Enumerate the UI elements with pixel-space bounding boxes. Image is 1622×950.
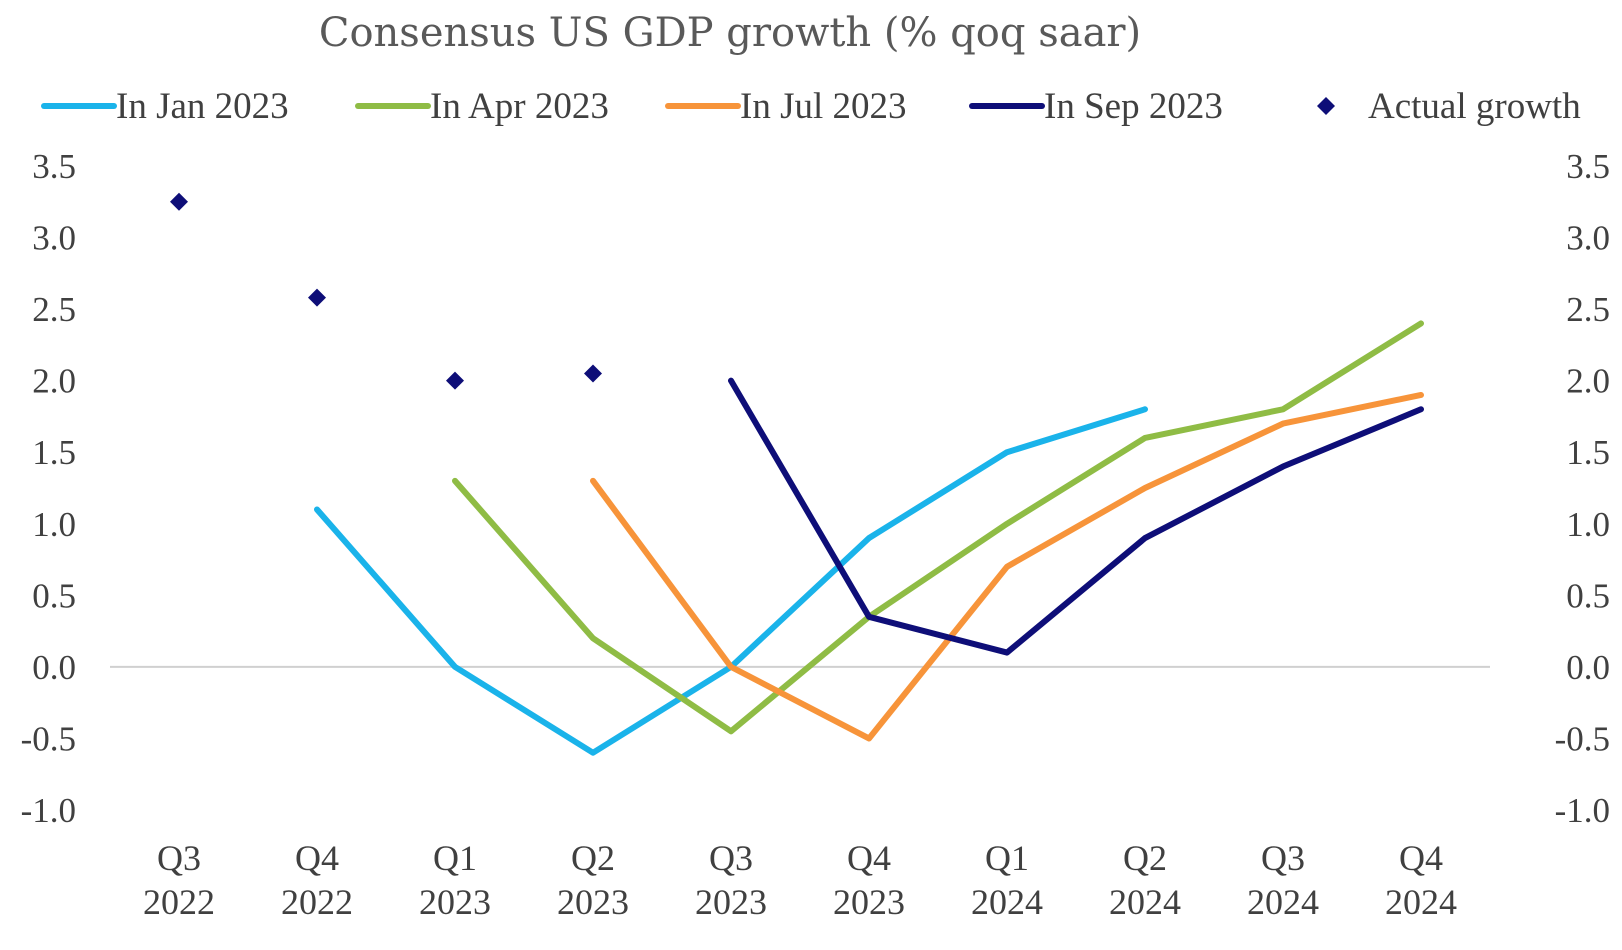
y-tick-label-left: 3.0	[32, 219, 76, 258]
y-tick-label-left: 1.5	[32, 433, 76, 472]
x-tick-quarter: Q3	[157, 838, 201, 878]
legend-label-1: In Apr 2023	[430, 86, 609, 127]
y-tick-label-left: -1.0	[21, 791, 76, 830]
x-tick-quarter: Q4	[295, 838, 339, 878]
x-tick-year: 2022	[281, 882, 353, 922]
x-tick-year: 2022	[143, 882, 215, 922]
y-tick-label-left: 0.5	[32, 576, 76, 615]
x-tick-year: 2023	[419, 882, 491, 922]
y-tick-label-left: 2.5	[32, 290, 76, 329]
x-tick-year: 2023	[557, 882, 629, 922]
legend-label-0: In Jan 2023	[116, 86, 289, 127]
x-tick-year: 2024	[971, 882, 1043, 922]
x-tick-quarter: Q4	[847, 838, 891, 878]
series-line-2	[590, 391, 1424, 742]
y-tick-label-right: 1.5	[1566, 433, 1610, 472]
x-tick-year: 2023	[833, 882, 905, 922]
y-tick-label-right: 2.5	[1566, 290, 1610, 329]
actual-growth-marker	[446, 371, 464, 390]
legend-label-3: In Sep 2023	[1044, 86, 1223, 127]
x-tick-quarter: Q1	[433, 838, 477, 878]
y-tick-label-right: 0.0	[1566, 648, 1610, 687]
actual-growth-marker	[308, 288, 326, 307]
y-tick-label-left: 1.0	[32, 505, 76, 544]
y-tick-label-left: 3.5	[32, 147, 76, 186]
legend-label-2: In Jul 2023	[740, 86, 907, 127]
y-tick-label-right: 2.0	[1566, 362, 1610, 401]
legend-swatch-marker	[1317, 97, 1335, 115]
actual-growth-marker	[584, 364, 602, 383]
y-tick-label-right: 3.5	[1566, 147, 1610, 186]
y-tick-label-left: 2.0	[32, 362, 76, 401]
x-tick-year: 2023	[695, 882, 767, 922]
x-tick-quarter: Q2	[1123, 838, 1167, 878]
y-tick-label-right: 0.5	[1566, 576, 1610, 615]
y-tick-label-right: -1.0	[1555, 791, 1610, 830]
x-tick-year: 2024	[1109, 882, 1181, 922]
x-tick-quarter: Q1	[985, 838, 1029, 878]
x-tick-quarter: Q2	[571, 838, 615, 878]
y-tick-label-right: 3.0	[1566, 219, 1610, 258]
actual-growth-marker	[170, 192, 188, 211]
y-tick-label-left: 0.0	[32, 648, 76, 687]
y-tick-label-left: -0.5	[21, 719, 76, 758]
y-axis-right: 3.5 3.0 2.5 2.0 1.5 1.0 0.5 0.0 -0.5 -1.0	[1555, 147, 1610, 830]
x-tick-quarter: Q4	[1399, 838, 1443, 878]
legend-label-4: Actual growth	[1368, 86, 1581, 127]
legend: In Jan 2023 In Apr 2023 In Jul 2023 In Sep …	[41, 86, 1581, 127]
y-tick-label-right: 1.0	[1566, 505, 1610, 544]
x-axis: Q32022Q42022Q12023Q22023Q32023Q42023Q120…	[143, 838, 1457, 922]
x-tick-quarter: Q3	[1261, 838, 1305, 878]
y-axis-left: 3.5 3.0 2.5 2.0 1.5 1.0 0.5 0.0 -0.5 -1.0	[21, 147, 76, 830]
x-tick-quarter: Q3	[709, 838, 753, 878]
y-tick-label-right: -0.5	[1555, 719, 1610, 758]
x-tick-year: 2024	[1385, 882, 1457, 922]
x-tick-year: 2024	[1247, 882, 1319, 922]
chart-title: Consensus US GDP growth (% qoq saar)	[319, 10, 1141, 56]
series-line-3	[728, 377, 1424, 656]
series-line-0	[314, 406, 1148, 756]
series-line-1	[452, 320, 1424, 735]
series-layer	[170, 192, 1424, 756]
